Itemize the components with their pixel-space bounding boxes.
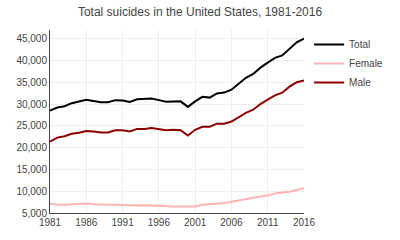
svg-text:Female: Female <box>349 58 383 69</box>
svg-text:1981: 1981 <box>39 217 62 228</box>
svg-text:2016: 2016 <box>293 217 316 228</box>
svg-text:1991: 1991 <box>111 217 134 228</box>
svg-text:2006: 2006 <box>220 217 243 228</box>
svg-text:Male: Male <box>349 77 371 88</box>
svg-text:20,000: 20,000 <box>16 142 47 153</box>
svg-text:5,000: 5,000 <box>22 208 47 219</box>
svg-text:2001: 2001 <box>184 217 207 228</box>
svg-text:10,000: 10,000 <box>16 186 47 197</box>
svg-text:40,000: 40,000 <box>16 55 47 66</box>
svg-text:30,000: 30,000 <box>16 99 47 110</box>
svg-text:Total: Total <box>349 39 370 50</box>
svg-text:45,000: 45,000 <box>16 33 47 44</box>
svg-text:1996: 1996 <box>148 217 171 228</box>
svg-text:Total suicides in the United S: Total suicides in the United States, 198… <box>78 5 322 19</box>
svg-text:2011: 2011 <box>257 217 279 228</box>
svg-text:15,000: 15,000 <box>16 164 47 175</box>
svg-text:25,000: 25,000 <box>16 120 47 131</box>
svg-text:35,000: 35,000 <box>16 77 47 88</box>
svg-text:1986: 1986 <box>75 217 98 228</box>
